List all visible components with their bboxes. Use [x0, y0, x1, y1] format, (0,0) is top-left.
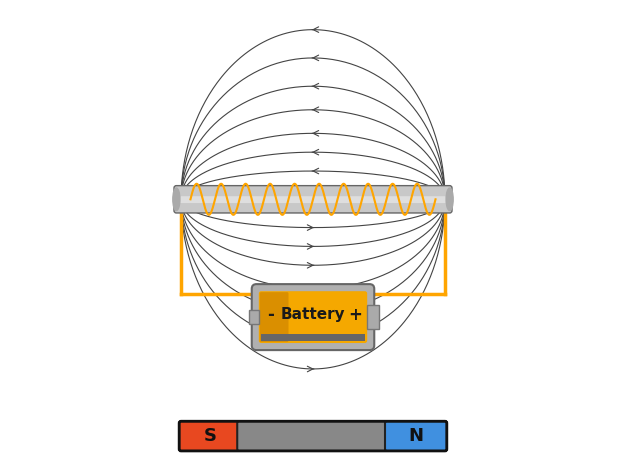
FancyBboxPatch shape: [179, 421, 241, 451]
Bar: [367, 305, 379, 329]
Ellipse shape: [173, 188, 180, 210]
Text: S: S: [203, 427, 217, 445]
FancyBboxPatch shape: [259, 291, 367, 343]
Text: Battery: Battery: [280, 307, 346, 322]
Bar: [261, 334, 365, 341]
Bar: [249, 310, 259, 324]
FancyBboxPatch shape: [180, 196, 446, 203]
Text: -: -: [267, 306, 274, 324]
Ellipse shape: [446, 188, 453, 210]
FancyBboxPatch shape: [237, 421, 447, 451]
FancyBboxPatch shape: [174, 186, 452, 213]
Text: N: N: [408, 427, 423, 445]
Text: +: +: [349, 306, 362, 324]
FancyBboxPatch shape: [260, 292, 289, 342]
FancyBboxPatch shape: [385, 421, 447, 451]
FancyBboxPatch shape: [252, 284, 374, 350]
